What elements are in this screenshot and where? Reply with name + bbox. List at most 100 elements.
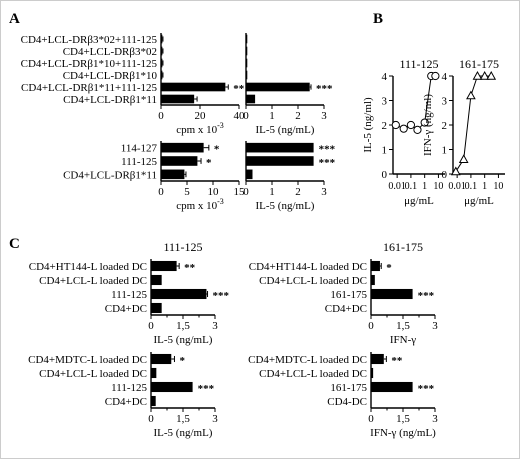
a1-cpm-x-axis-label-exponent: -3 <box>217 121 224 130</box>
b2-data-point <box>458 154 469 163</box>
a1-cpm-category-label: CD4+LCL-DRβ1*11 <box>63 94 157 106</box>
c2-category-label: CD4+LCL-L loaded DC <box>259 275 367 287</box>
c1-x-axis-label: IL-5 (ng/mL) <box>154 334 213 346</box>
b1-title: 111-125 <box>399 57 438 71</box>
a2-il5-inner-label: > 2 <box>292 157 305 168</box>
a2-cpm-x-tick-label: 5 <box>184 186 190 198</box>
panel-label-c: C <box>9 236 20 252</box>
a1-il5-x-tick-label: 2 <box>295 110 301 122</box>
a2-il5-bar <box>246 169 253 180</box>
a2-il5-bar <box>246 156 314 166</box>
a1-il5-x-tick-label: 0 <box>243 110 249 122</box>
c2-x-tick-label: 3 <box>432 320 438 332</box>
a2-il5-x-tick-label: 2 <box>295 186 301 198</box>
c3-bar <box>151 381 193 393</box>
c1-bar <box>151 288 207 300</box>
c4-bar <box>371 381 413 393</box>
c4-x-tick-label: 0 <box>368 413 374 425</box>
panel-label-b: B <box>373 11 383 27</box>
c3-category-label: CD4+MDTC-L loaded DC <box>28 354 147 366</box>
b1-y-tick-label: 4 <box>382 71 388 83</box>
b1-data-point <box>420 118 429 127</box>
a1-il5-bar <box>246 82 310 92</box>
c3-category-label: CD4+DC <box>105 396 147 408</box>
c2-x-tick-label: 1,5 <box>396 320 410 332</box>
a2-il5-significance: *** <box>319 144 336 156</box>
a2-cpm-x-tick-label: 15 <box>234 186 246 198</box>
a1-cpm-x-tick-label: 40 <box>234 110 246 122</box>
c1-x-tick-label: 0 <box>148 320 154 332</box>
panel-label-a: A <box>9 11 20 27</box>
c3-x-axis-label: IL-5 (ng/mL) <box>154 427 213 439</box>
a1-il5-bar <box>246 94 256 104</box>
a2-cpm-category-label: 114-127 <box>121 143 158 155</box>
c4-category-label: CD4+LCL-L loaded DC <box>259 368 367 380</box>
b1-x-tick-label: 10 <box>433 181 443 192</box>
c3-bar <box>151 395 156 407</box>
b1-x-tick-label: 1 <box>422 181 427 192</box>
b1-y-tick-label: 2 <box>382 120 388 132</box>
c1-bar <box>151 260 177 272</box>
c3-x-tick-label: 0 <box>148 413 154 425</box>
a1-cpm-category-label: CD4+LCL-DRβ1*10+111-125 <box>21 58 158 70</box>
a2-cpm-category-label: 111-125 <box>121 156 157 168</box>
c2-significance: *** <box>418 290 435 302</box>
c1-category-label: CD4+LCL-L loaded DC <box>39 275 147 287</box>
c2-title: 161-175 <box>383 240 423 254</box>
b2-y-axis-label: IFN-γ (ng/ml) <box>422 94 434 156</box>
b2-data-point <box>472 70 483 80</box>
a1-cpm-x-axis-label: cpm x 10-3 <box>176 121 224 136</box>
b2-x-tick-label: 1 <box>482 181 487 192</box>
a1-il5-significance: *** <box>316 83 333 95</box>
b1-data-point <box>391 120 400 130</box>
b2-y-tick-label: 1 <box>442 145 448 157</box>
a2-cpm-bar <box>161 142 204 153</box>
b1-y-tick-label: 3 <box>382 96 388 108</box>
c4-x-axis-label: IFN-γ (ng/mL) <box>370 427 436 439</box>
a2-il5-x-tick-label: 1 <box>269 186 275 198</box>
a1-cpm-bar <box>161 94 195 104</box>
b2-series-line <box>455 75 492 172</box>
c3-category-label: 111-125 <box>111 382 147 394</box>
c2-x-axis-label: IFN-γ <box>390 334 416 346</box>
b1-y-tick-label: 1 <box>382 145 388 157</box>
c4-significance: *** <box>418 383 435 395</box>
c4-significance: ** <box>391 355 403 367</box>
c2-bar <box>371 260 380 272</box>
c2-bar <box>371 288 413 300</box>
b1-y-tick-label: 0 <box>382 169 388 181</box>
c1-significance: ** <box>184 262 196 274</box>
a1-cpm-category-label: CD4+LCL-DRβ3*02 <box>63 46 157 58</box>
b1-y-axis-label: IL-5 (ng/ml) <box>362 97 374 153</box>
c3-significance: *** <box>198 383 215 395</box>
c4-x-tick-label: 3 <box>432 413 438 425</box>
c4-bar <box>371 367 374 379</box>
c3-bar <box>151 353 172 365</box>
c1-significance: *** <box>213 290 230 302</box>
a2-cpm-x-tick-label: 0 <box>158 186 164 198</box>
a1-il5-x-tick-label: 1 <box>269 110 275 122</box>
c1-x-tick-label: 1,5 <box>176 320 190 332</box>
b2-y-tick-label: 3 <box>442 96 448 108</box>
b1-data-point <box>413 125 422 134</box>
c1-title: 111-125 <box>163 240 202 254</box>
a2-il5-x-tick-label: 3 <box>321 186 327 198</box>
c1-category-label: CD4+DC <box>105 303 147 315</box>
c2-bar <box>371 274 375 286</box>
b2-x-axis-label: μg/mL <box>464 195 494 207</box>
c4-bar <box>371 353 384 365</box>
c2-x-tick-label: 0 <box>368 320 374 332</box>
a2-cpm-x-axis-label: cpm x 10-3 <box>176 197 224 212</box>
c2-inner-label: > 2 <box>391 290 404 301</box>
b2-y-tick-label: 2 <box>442 120 448 132</box>
a1-cpm-bar <box>161 82 226 92</box>
c1-category-label: 111-125 <box>111 289 147 301</box>
c3-x-tick-label: 1,5 <box>176 413 190 425</box>
a1-cpm-x-tick-label: 20 <box>195 110 207 122</box>
a1-cpm-x-tick-label: 0 <box>158 110 164 122</box>
a2-il5-significance: *** <box>319 157 336 169</box>
c2-category-label: 161-175 <box>330 289 367 301</box>
b2-data-point <box>479 70 490 80</box>
